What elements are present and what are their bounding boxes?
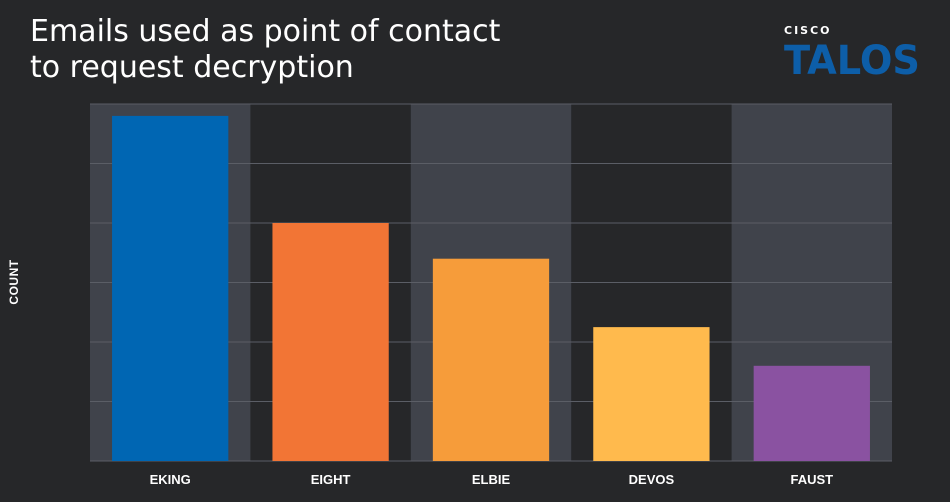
bar-eight <box>272 223 389 461</box>
chart-title: Emails used as point of contact to reque… <box>30 14 500 86</box>
x-tick-elbie: ELBIE <box>472 472 511 487</box>
x-tick-labels: EKING EIGHT ELBIE DEVOS FAUST <box>150 472 834 487</box>
talos-wordmark-icon: TALOS <box>784 40 920 80</box>
cisco-wordmark: CISCO <box>784 24 832 37</box>
chart-title-line-1: Emails used as point of contact <box>30 14 501 49</box>
bar-eking <box>112 115 229 462</box>
bars <box>112 115 870 462</box>
bar-elbie <box>432 258 550 461</box>
bar-faust <box>753 365 870 461</box>
bar-devos <box>593 327 710 461</box>
x-tick-faust: FAUST <box>790 472 833 487</box>
x-tick-eking: EKING <box>150 472 191 487</box>
chart-title-line-2: to request decryption <box>30 50 354 85</box>
x-tick-devos: DEVOS <box>629 472 675 487</box>
talos-wordmark: TALOS <box>784 40 920 80</box>
cisco-talos-logo: CISCO TALOS <box>784 24 924 80</box>
x-tick-eight: EIGHT <box>311 472 351 487</box>
